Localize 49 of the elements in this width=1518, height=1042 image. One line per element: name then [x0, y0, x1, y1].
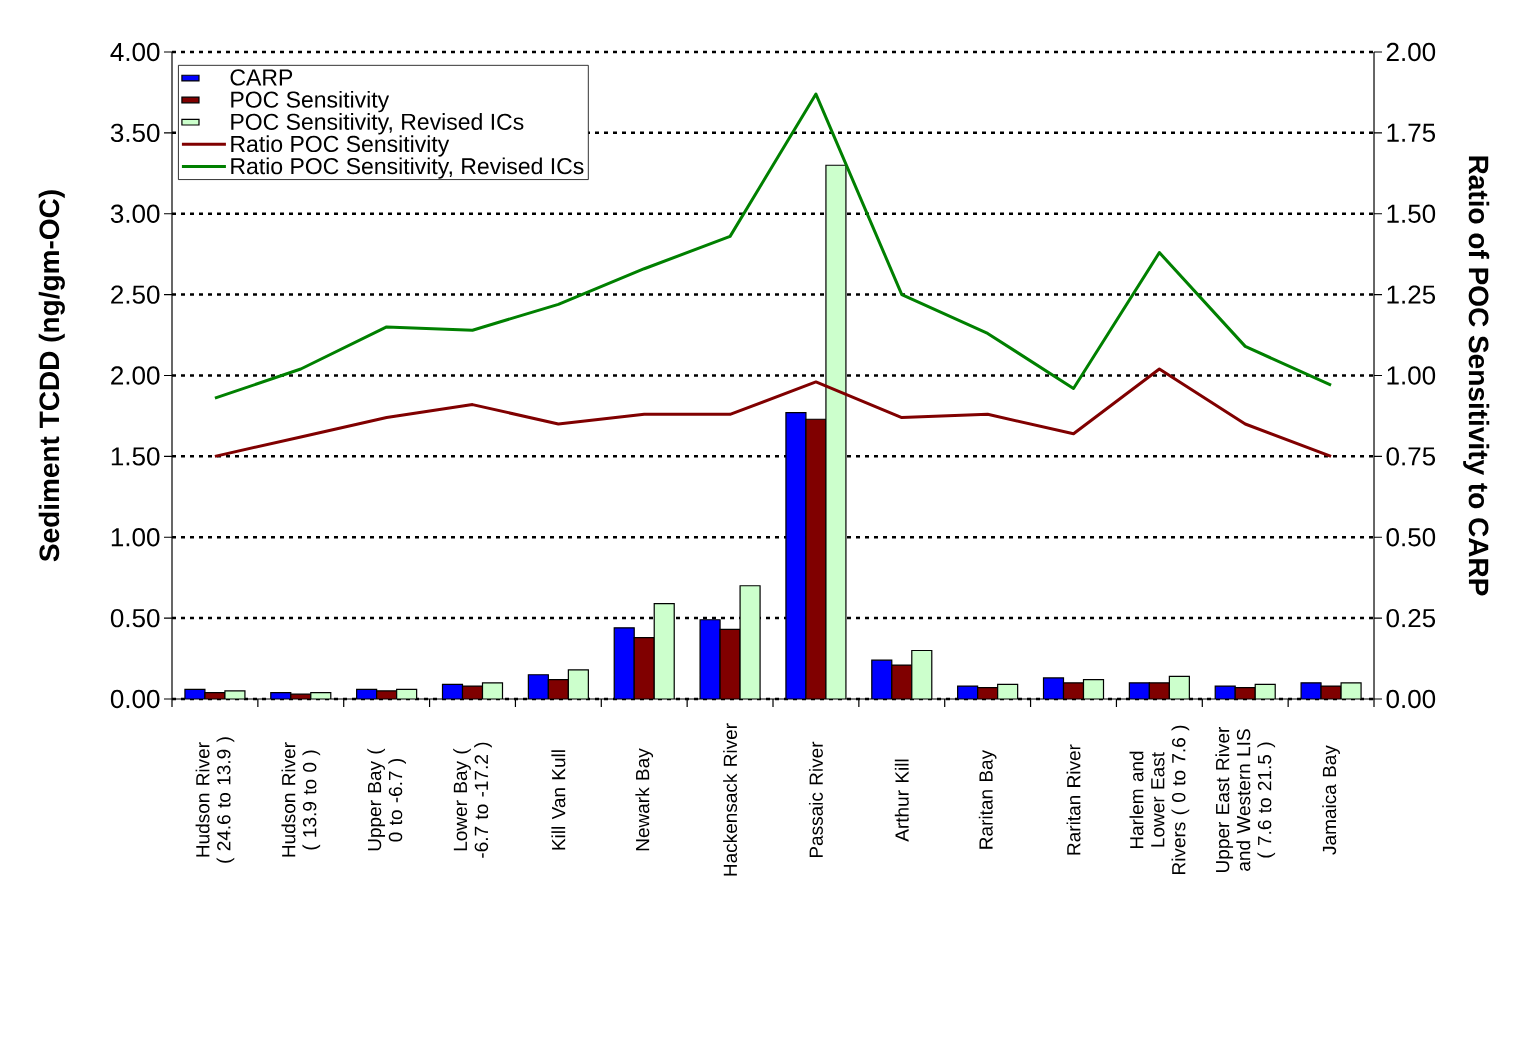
- bar: [785, 412, 806, 699]
- x-tick-label: Hudson River ( 24.6 to 13.9 ): [195, 737, 235, 863]
- bar: [911, 650, 932, 699]
- legend-label: CARP: [230, 69, 293, 86]
- y2-tick-label: 1.75: [1387, 123, 1436, 142]
- y-tick-label: 0.00: [110, 689, 160, 709]
- y2-tick-label: 1.25: [1387, 285, 1436, 304]
- y-axis-title: Sediment TCDD (ng/gm-OC): [38, 190, 65, 562]
- x-tick-label: Hackensack River: [723, 723, 738, 876]
- y-tick-label: 3.50: [110, 123, 160, 143]
- y-tick-label: 0.50: [110, 608, 160, 628]
- x-tick-label: Kill Van Kull: [551, 750, 566, 850]
- x-tick-label: Raritan Bay: [978, 749, 997, 849]
- x-tick-label: Newark Bay: [635, 748, 654, 851]
- x-tick-label: Lower Bay ( -6.7 to -17.2 ): [453, 742, 492, 858]
- y2-tick-label: 2.00: [1386, 42, 1436, 62]
- y-tick-label: 1.50: [111, 447, 160, 466]
- x-tick-label: Harlem and Lower East Rivers ( 0 to 7.6 ): [1129, 725, 1190, 874]
- bar: [891, 665, 912, 699]
- y-tick-label: 1.00: [111, 528, 160, 547]
- y-tick-label: 2.50: [111, 285, 160, 304]
- y2-tick-label: 0.50: [1386, 528, 1436, 547]
- y-tick-label: 3.00: [110, 204, 160, 223]
- bar: [654, 603, 675, 699]
- bar: [634, 637, 655, 699]
- y2-tick-label: 1.50: [1387, 204, 1436, 223]
- y2-tick-label: 0.25: [1386, 608, 1436, 628]
- legend-label: POC Sensitivity, Revised ICs: [231, 113, 524, 135]
- x-tick-label: Hudson River ( 13.9 to 0 ): [281, 742, 321, 857]
- x-tick-label: Arthur Kill: [894, 759, 909, 842]
- line-series: [213, 367, 1333, 458]
- x-tick-label: Jamaica Bay: [1322, 745, 1340, 855]
- legend-label: Ratio POC Sensitivity, Revised ICs: [231, 157, 584, 179]
- line-series: [213, 92, 1333, 400]
- x-tick-label: Upper Bay ( 0 to -6.7 ): [367, 748, 406, 851]
- y-tick-label: 4.00: [110, 42, 160, 62]
- legend-label: POC Sensitivity: [231, 90, 390, 113]
- y2-tick-label: 0.00: [1386, 689, 1436, 709]
- bar: [871, 660, 892, 699]
- y-tick-label: 2.00: [111, 366, 160, 385]
- x-tick-label: Upper East River and Western LIS ( 7.6 to 21.5 ): [1215, 727, 1276, 872]
- bar: [528, 674, 549, 699]
- y2-tick-label: 0.75: [1386, 447, 1436, 466]
- bar: [614, 627, 635, 699]
- y2-axis-title: Ratio of POC Sensitivity to CARP: [1463, 156, 1490, 596]
- y2-tick-label: 1.00: [1387, 366, 1436, 385]
- legend-label: Ratio POC Sensitivity: [231, 135, 450, 157]
- x-tick-label: Passaic River: [808, 741, 823, 858]
- x-tick-label: Raritan River: [1066, 744, 1081, 855]
